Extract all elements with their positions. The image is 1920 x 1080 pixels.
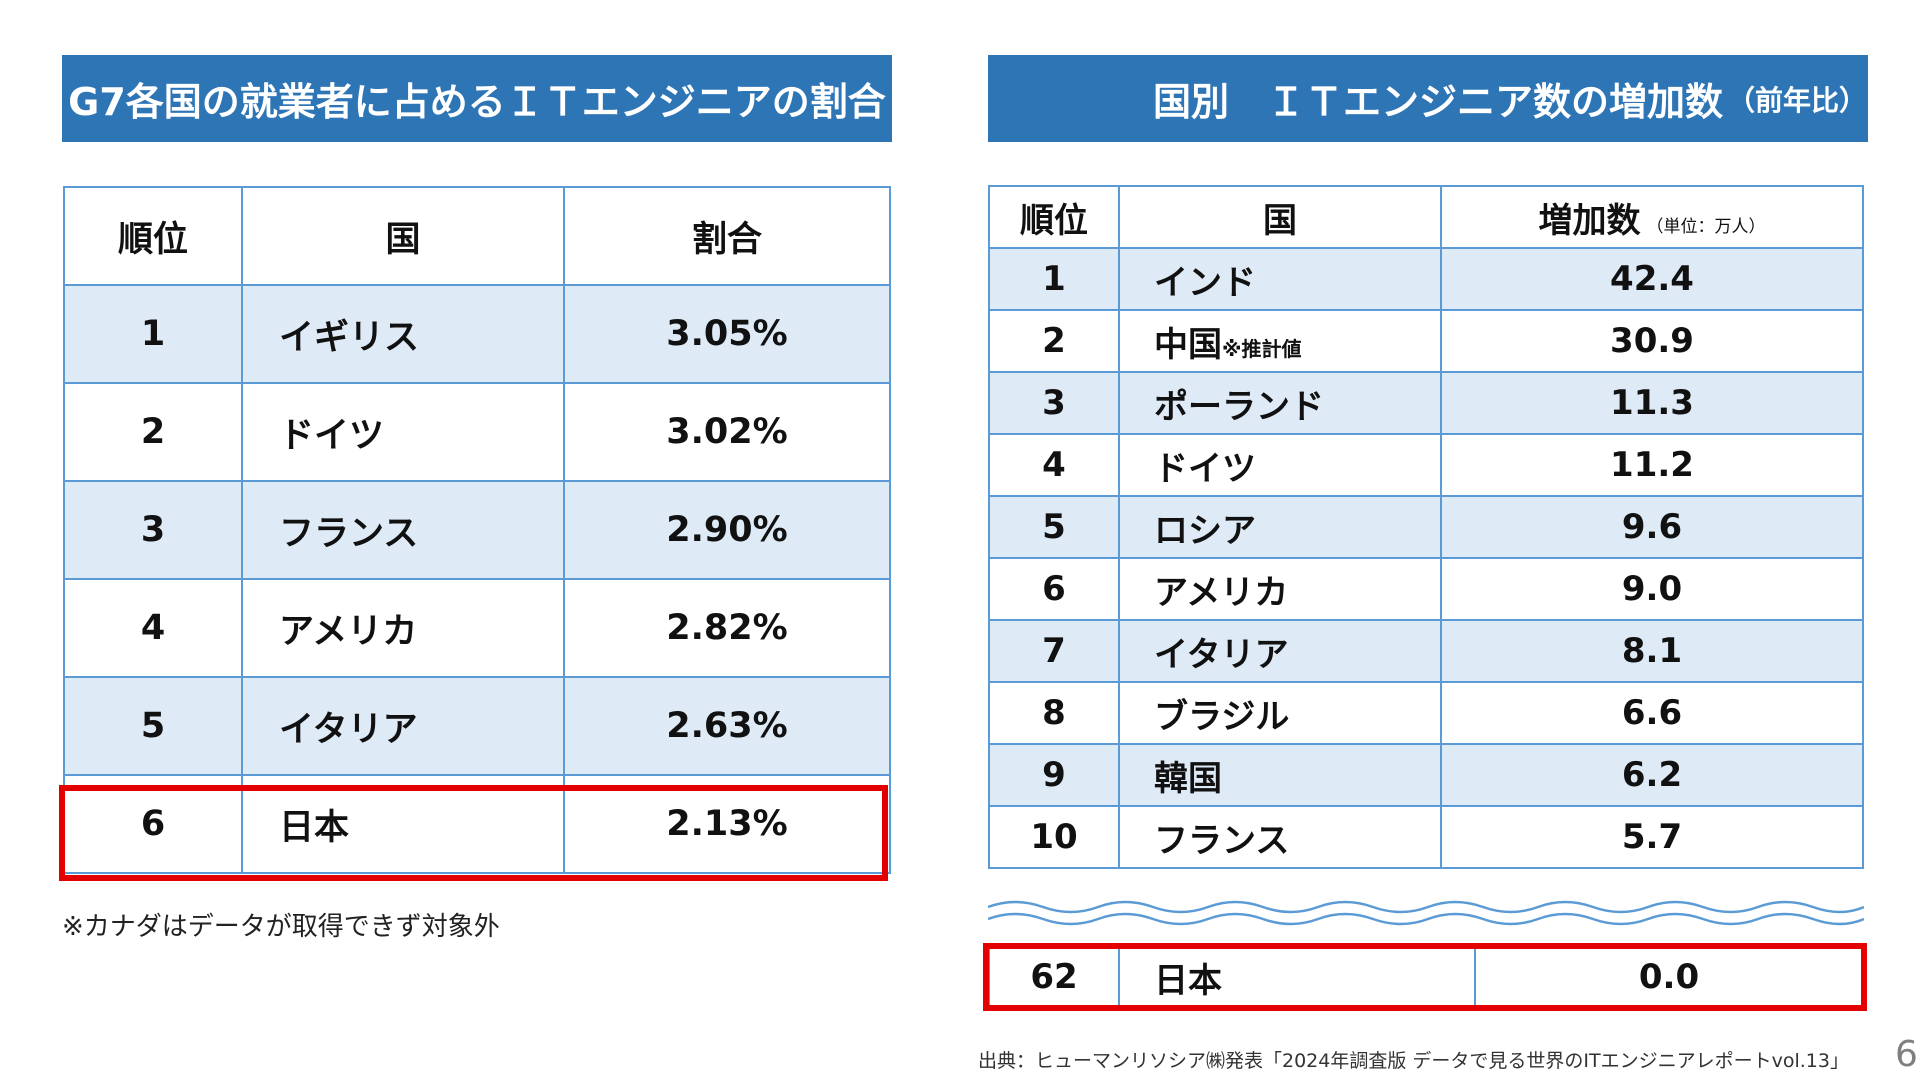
country-cell: インド (1118, 247, 1442, 311)
country-cell: 日本 (1118, 947, 1476, 1007)
country-cell: イタリア (241, 676, 565, 776)
g7-ratio-table: 順位 国 割合 1 イギリス 3.05% 2 ドイツ 3.02% 3 フランス … (63, 186, 891, 874)
country-cell: アメリカ (241, 578, 565, 678)
increase-cell: 9.0 (1440, 557, 1864, 621)
right-title-text: 国別 ＩＴエンジニア数の増加数 (1153, 80, 1724, 124)
table-row: 2 中国※推計値 30.9 (988, 309, 1864, 373)
left-panel-title: G7各国の就業者に占めるＩＴエンジニアの割合 (62, 55, 892, 142)
rank-cell: 8 (988, 681, 1120, 745)
table-row-japan: 62 日本 0.0 (988, 947, 1864, 1007)
table-row: 1 インド 42.4 (988, 247, 1864, 311)
table-row: 5 ロシア 9.6 (988, 495, 1864, 559)
rank-cell: 5 (988, 495, 1120, 559)
country-cell: 中国※推計値 (1118, 309, 1442, 373)
increase-cell: 5.7 (1440, 805, 1864, 869)
rank-cell: 2 (988, 309, 1120, 373)
table-row: 4 ドイツ 11.2 (988, 433, 1864, 497)
table-row: 5 イタリア 2.63% (63, 676, 891, 776)
table-header-row: 順位 国 割合 (63, 186, 891, 286)
country-cell: イタリア (1118, 619, 1442, 683)
header-rank: 順位 (63, 186, 243, 286)
table-row: 8 ブラジル 6.6 (988, 681, 1864, 745)
header-rank: 順位 (988, 185, 1120, 249)
increase-cell: 9.6 (1440, 495, 1864, 559)
wave-separator (988, 900, 1864, 926)
increase-cell: 42.4 (1440, 247, 1864, 311)
country-cell: ドイツ (241, 382, 565, 482)
header-country: 国 (241, 186, 565, 286)
rank-cell: 7 (988, 619, 1120, 683)
it-engineer-increase-table: 順位 国 増加数 （単位：万人） 1 インド 42.4 2 中国※推計値 30.9… (988, 185, 1864, 869)
table-row: 2 ドイツ 3.02% (63, 382, 891, 482)
increase-cell: 8.1 (1440, 619, 1864, 683)
page-number: 6 (1895, 1034, 1918, 1075)
table-row: 7 イタリア 8.1 (988, 619, 1864, 683)
rank-cell: 62 (988, 947, 1120, 1007)
source-citation: 出典：ヒューマンリソシア㈱発表「2024年調査版 データで見る世界のITエンジニ… (978, 1050, 1849, 1072)
japan-highlight-box (59, 785, 888, 881)
ratio-cell: 2.82% (563, 578, 891, 678)
country-cell: フランス (1118, 805, 1442, 869)
country-cell: ドイツ (1118, 433, 1442, 497)
ratio-cell: 3.02% (563, 382, 891, 482)
rank-cell: 3 (63, 480, 243, 580)
rank-cell: 1 (63, 284, 243, 384)
increase-cell: 11.2 (1440, 433, 1864, 497)
ratio-cell: 3.05% (563, 284, 891, 384)
rank-cell: 3 (988, 371, 1120, 435)
estimate-note: ※推計値 (1222, 336, 1302, 361)
table-row: 6 アメリカ 9.0 (988, 557, 1864, 621)
unit-note: （単位：万人） (1646, 216, 1766, 237)
country-cell: ロシア (1118, 495, 1442, 559)
increase-cell: 11.3 (1440, 371, 1864, 435)
header-increase-label: 増加数 (1538, 200, 1641, 241)
country-cell: ポーランド (1118, 371, 1442, 435)
country-cell: 韓国 (1118, 743, 1442, 807)
japan-rank-table: 62 日本 0.0 (988, 947, 1864, 1007)
rank-cell: 6 (988, 557, 1120, 621)
rank-cell: 1 (988, 247, 1120, 311)
table-header-row: 順位 国 増加数 （単位：万人） (988, 185, 1864, 249)
ratio-cell: 2.90% (563, 480, 891, 580)
canada-footnote: ※カナダはデータが取得できず対象外 (62, 912, 500, 942)
table-row: 1 イギリス 3.05% (63, 284, 891, 384)
right-title-suffix: （前年比） (1727, 83, 1868, 117)
country-cell: イギリス (241, 284, 565, 384)
right-panel-title: 国別 ＩＴエンジニア数の増加数 （前年比） (988, 55, 1868, 142)
rank-cell: 5 (63, 676, 243, 776)
increase-cell: 6.2 (1440, 743, 1864, 807)
country-cell: フランス (241, 480, 565, 580)
rank-cell: 2 (63, 382, 243, 482)
rank-cell: 4 (988, 433, 1120, 497)
table-row: 3 ポーランド 11.3 (988, 371, 1864, 435)
ratio-cell: 2.63% (563, 676, 891, 776)
rank-cell: 9 (988, 743, 1120, 807)
country-cell: ブラジル (1118, 681, 1442, 745)
increase-cell: 6.6 (1440, 681, 1864, 745)
table-row: 10 フランス 5.7 (988, 805, 1864, 869)
country-cell: アメリカ (1118, 557, 1442, 621)
country-name: 中国 (1154, 324, 1222, 365)
table-row: 9 韓国 6.2 (988, 743, 1864, 807)
increase-cell: 30.9 (1440, 309, 1864, 373)
japan-highlight-box (983, 943, 1867, 1011)
table-row: 4 アメリカ 2.82% (63, 578, 891, 678)
header-ratio: 割合 (563, 186, 891, 286)
header-increase: 増加数 （単位：万人） (1440, 185, 1864, 249)
header-country: 国 (1118, 185, 1442, 249)
table-row: 3 フランス 2.90% (63, 480, 891, 580)
rank-cell: 10 (988, 805, 1120, 869)
rank-cell: 4 (63, 578, 243, 678)
increase-cell: 0.0 (1474, 947, 1864, 1007)
